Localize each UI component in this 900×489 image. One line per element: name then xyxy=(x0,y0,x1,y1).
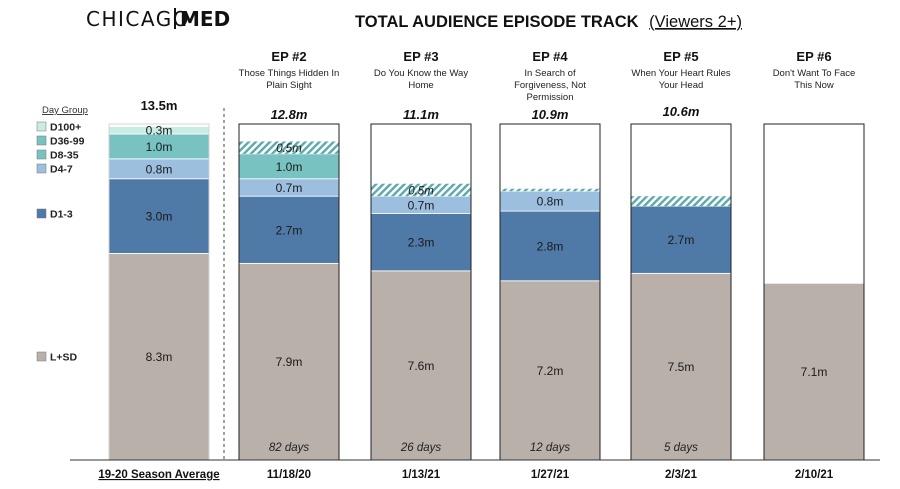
legend: Day Group D100+ D36-99 D8-35 D4-7 D1-3 L+SD xyxy=(36,105,88,364)
episode-title-line-ep2-0: Those Things Hidden In xyxy=(239,68,340,79)
legend-swatch-d100 xyxy=(36,121,47,132)
segment-label-avg-d1: 3.0m xyxy=(146,210,173,224)
segment-ep4-d8 xyxy=(500,188,600,192)
logo-right: MED xyxy=(180,7,230,31)
episode-label-ep3: EP #3 xyxy=(403,49,438,64)
episode-title-line-ep4-0: In Search of xyxy=(524,68,576,79)
segment-ep6-lsd xyxy=(763,282,865,461)
x-label-ep3: 1/13/21 xyxy=(402,469,441,481)
total-label-avg: 13.5m xyxy=(141,98,178,113)
segment-ep4-d1 xyxy=(499,210,601,282)
x-label-ep4: 1/27/21 xyxy=(531,469,570,481)
episode-label-ep6: EP #6 xyxy=(796,49,831,64)
legend-label-d36: D36-99 xyxy=(50,136,85,148)
segment-label-avg-lsd: 8.3m xyxy=(146,350,173,364)
segment-label-ep5-d1: 2.7m xyxy=(668,233,695,247)
segment-label-ep3-d4: 0.7m xyxy=(408,198,435,212)
legend-label-lsd: L+SD xyxy=(50,352,78,364)
segment-label-avg-d100: 0.3m xyxy=(146,124,173,138)
logo: CHICAGO MED xyxy=(86,7,230,31)
episode-title-line-ep4-2: Permission xyxy=(527,92,574,103)
chart-title-paren: (Viewers 2+) xyxy=(649,13,742,31)
episode-title-line-ep6-0: Don't Want To Face xyxy=(773,68,856,79)
legend-swatch-d1 xyxy=(36,208,47,219)
logo-left: CHICAGO xyxy=(86,7,190,31)
total-label-ep3: 11.1m xyxy=(403,107,439,122)
legend-label-d4: D4-7 xyxy=(50,164,73,176)
bar-ep5: 7.5m 2.7m 10.6m EP #5 When Your Heart RulesY… xyxy=(630,49,732,461)
segment-label-ep2-d8: 1.0m xyxy=(276,160,303,174)
segment-ep5-d4 xyxy=(631,196,731,207)
episode-title-line-ep4-1: Forgiveness, Not xyxy=(514,80,586,91)
segment-label-ep4-d4: 0.8m xyxy=(537,195,564,209)
segment-label-avg-d8: 1.0m xyxy=(146,140,173,154)
segment-label-ep2-d36: 0.5m xyxy=(276,143,302,155)
legend-swatch-d8 xyxy=(36,149,47,160)
segment-label-avg-d4: 0.8m xyxy=(146,162,173,176)
segment-label-ep6-lsd: 7.1m xyxy=(801,365,828,379)
x-label-ep5: 2/3/21 xyxy=(665,469,698,481)
days-label-ep5: 5 days xyxy=(664,442,698,454)
segment-label-ep4-lsd: 7.2m xyxy=(537,364,564,378)
segment-ep3-d1 xyxy=(370,213,472,272)
days-label-ep2: 82 days xyxy=(269,442,310,454)
segment-ep3-d8 xyxy=(371,183,471,197)
segment-label-ep2-d4: 0.7m xyxy=(276,181,303,195)
episode-title-line-ep5-1: Your Head xyxy=(659,80,704,91)
segment-ep5-lsd xyxy=(630,272,732,461)
chart-title: TOTAL AUDIENCE EPISODE TRACK (Viewers 2+… xyxy=(355,13,742,31)
legend-title: Day Group xyxy=(42,105,88,116)
episode-title-line-ep3-1: Home xyxy=(408,80,433,91)
bar-avg: 8.3m 3.0m 0.8m 1.0m 0.3m 13.5m xyxy=(108,98,210,461)
bar-ep3: 7.6m 2.3m 0.7m0.5m 11.1m EP #3 Do You Know th… xyxy=(370,49,472,461)
total-label-ep4: 10.9m xyxy=(532,107,569,122)
legend-swatch-d36 xyxy=(36,135,47,146)
segment-label-ep3-lsd: 7.6m xyxy=(408,359,435,373)
segment-label-ep5-lsd: 7.5m xyxy=(668,360,695,374)
chart-title-main: TOTAL AUDIENCE EPISODE TRACK xyxy=(355,13,639,31)
bar-ep2: 7.9m 2.7m 0.7m 1.0m 0.5m 12.8m EP #2 Those Thin… xyxy=(238,49,340,461)
x-label-ep6: 2/10/21 xyxy=(795,469,834,481)
episode-label-ep2: EP #2 xyxy=(271,49,306,64)
episode-title-line-ep5-0: When Your Heart Rules xyxy=(631,68,731,79)
days-label-ep4: 12 days xyxy=(530,442,571,454)
x-label-ep2: 11/18/20 xyxy=(267,469,311,481)
legend-label-d1: D1-3 xyxy=(50,209,73,221)
episode-title-line-ep3-0: Do You Know the Way xyxy=(374,68,468,79)
segment-label-ep3-d1: 2.3m xyxy=(408,236,435,250)
episode-label-ep4: EP #4 xyxy=(532,49,568,64)
segment-label-ep2-lsd: 7.9m xyxy=(276,355,303,369)
episode-title-line-ep6-1: This Now xyxy=(794,80,834,91)
bars: 8.3m 3.0m 0.8m 1.0m 0.3m 13.5m 7.9m 2.7m 0.7m 1.0… xyxy=(108,49,865,461)
segment-label-ep3-d8: 0.5m xyxy=(408,185,434,197)
segment-label-ep2-d1: 2.7m xyxy=(276,223,303,237)
segment-ep2-lsd xyxy=(238,262,340,461)
total-label-ep5: 10.6m xyxy=(663,104,700,119)
segment-avg-lsd xyxy=(108,253,210,461)
total-label-ep2: 12.8m xyxy=(271,107,308,122)
legend-label-d8: D8-35 xyxy=(50,150,79,162)
segment-ep2-d36 xyxy=(239,141,339,154)
legend-swatch-lsd xyxy=(36,351,47,362)
legend-label-d100: D100+ xyxy=(50,122,81,134)
episode-title-line-ep2-1: Plain Sight xyxy=(266,80,312,91)
bar-ep4: 7.2m 2.8m 0.8m 10.9m EP #4 In Search ofForgiv… xyxy=(499,49,601,461)
legend-swatch-d4 xyxy=(36,163,47,174)
segment-label-ep4-d1: 2.8m xyxy=(537,239,564,253)
episode-label-ep5: EP #5 xyxy=(663,49,698,64)
x-axis-labels: 19-20 Season Average 11/18/20 1/13/21 1/27/… xyxy=(98,469,833,481)
x-label-avg: 19-20 Season Average xyxy=(98,469,219,481)
logo-divider xyxy=(174,8,176,29)
days-label-ep3: 26 days xyxy=(400,442,442,454)
